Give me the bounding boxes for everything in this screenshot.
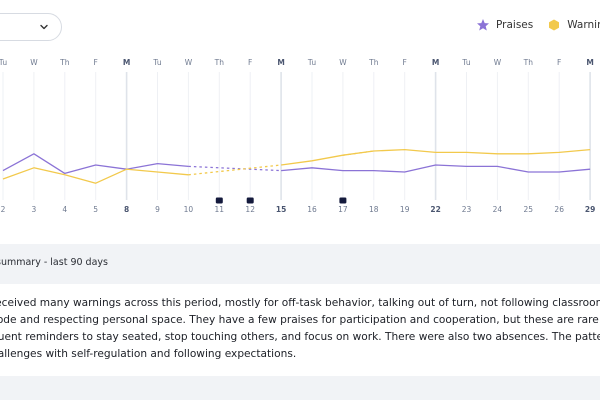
chart-legend: Praises Warnings	[476, 18, 600, 32]
star-icon	[477, 19, 489, 31]
x-tick-weekday: Th	[368, 58, 379, 67]
series-gap-warnings	[188, 164, 282, 176]
x-tick-weekday: W	[30, 58, 38, 67]
x-tick-weekday: Tu	[0, 58, 7, 67]
x-tick-weekday: M	[277, 58, 284, 67]
x-tick-weekday: W	[494, 58, 502, 67]
legend-label-warnings: Warnings	[567, 19, 600, 31]
x-tick-weekday: F	[403, 58, 407, 67]
x-tick-weekday: F	[94, 58, 98, 67]
hexagon-icon	[549, 19, 560, 31]
x-tick-weekday: F	[248, 58, 252, 67]
x-tick-weekday: M	[432, 58, 439, 67]
period-dropdown[interactable]	[0, 13, 62, 41]
x-tick-weekday: W	[185, 58, 193, 67]
x-tick-day: 19	[400, 205, 410, 214]
behavior-line-chart: Tu W Th F M Tu W Th F M Tu W Th F M Tu W Th F M 2 3 4 5 8 9 10 11 1…	[0, 58, 595, 214]
chevron-down-icon	[40, 24, 48, 30]
x-tick-weekday: Tu	[152, 58, 161, 67]
x-tick-day: 24	[493, 205, 503, 214]
next-section-band	[0, 376, 600, 400]
x-tick-day: 4	[62, 205, 67, 214]
x-tick-day: 2	[1, 205, 6, 214]
x-tick-day: 16	[307, 205, 317, 214]
absence-marker[interactable]	[215, 197, 223, 204]
x-tick-weekday: Th	[59, 58, 70, 67]
x-tick-weekday: F	[557, 58, 561, 67]
summary-header: summary - last 90 days	[0, 244, 600, 284]
x-tick-weekday: Th	[214, 58, 225, 67]
x-tick-day: 12	[245, 205, 255, 214]
legend-label-praises: Praises	[496, 19, 534, 31]
x-tick-day: 22	[430, 205, 440, 214]
x-tick-day: 5	[93, 205, 98, 214]
legend-item-warnings[interactable]: Warnings	[547, 18, 600, 32]
x-tick-weekday: W	[339, 58, 347, 67]
x-tick-weekday: Tu	[307, 58, 316, 67]
x-tick-day: 8	[124, 205, 129, 214]
x-tick-day: 10	[184, 205, 194, 214]
x-tick-day: 25	[524, 205, 534, 214]
summary-line: code and respecting personal space. They…	[0, 314, 600, 326]
absence-marker[interactable]	[339, 197, 347, 204]
x-tick-day: 23	[462, 205, 472, 214]
summary-line: hallenges with self-regulation and follo…	[0, 348, 297, 360]
legend-item-praises[interactable]: Praises	[476, 18, 533, 32]
absence-marker[interactable]	[246, 197, 254, 204]
x-tick-weekday: Tu	[461, 58, 470, 67]
x-tick-day: 29	[585, 205, 595, 214]
summary-body: received many warnings across this perio…	[0, 295, 600, 363]
x-tick-day: 3	[32, 205, 37, 214]
summary-line: quent reminders to stay seated, stop tou…	[0, 331, 600, 343]
x-tick-day: 26	[554, 205, 564, 214]
x-tick-weekday: M	[586, 58, 593, 67]
x-tick-weekday: Th	[523, 58, 534, 67]
x-tick-day: 15	[276, 205, 286, 214]
series-gap-praises	[188, 165, 282, 172]
x-tick-day: 9	[155, 205, 160, 214]
summary-title: summary - last 90 days	[0, 257, 108, 268]
x-tick-day: 11	[215, 205, 225, 214]
x-tick-day: 18	[369, 205, 379, 214]
summary-line: received many warnings across this perio…	[0, 297, 600, 309]
x-tick-day: 17	[338, 205, 348, 214]
x-tick-weekday: M	[123, 58, 130, 67]
